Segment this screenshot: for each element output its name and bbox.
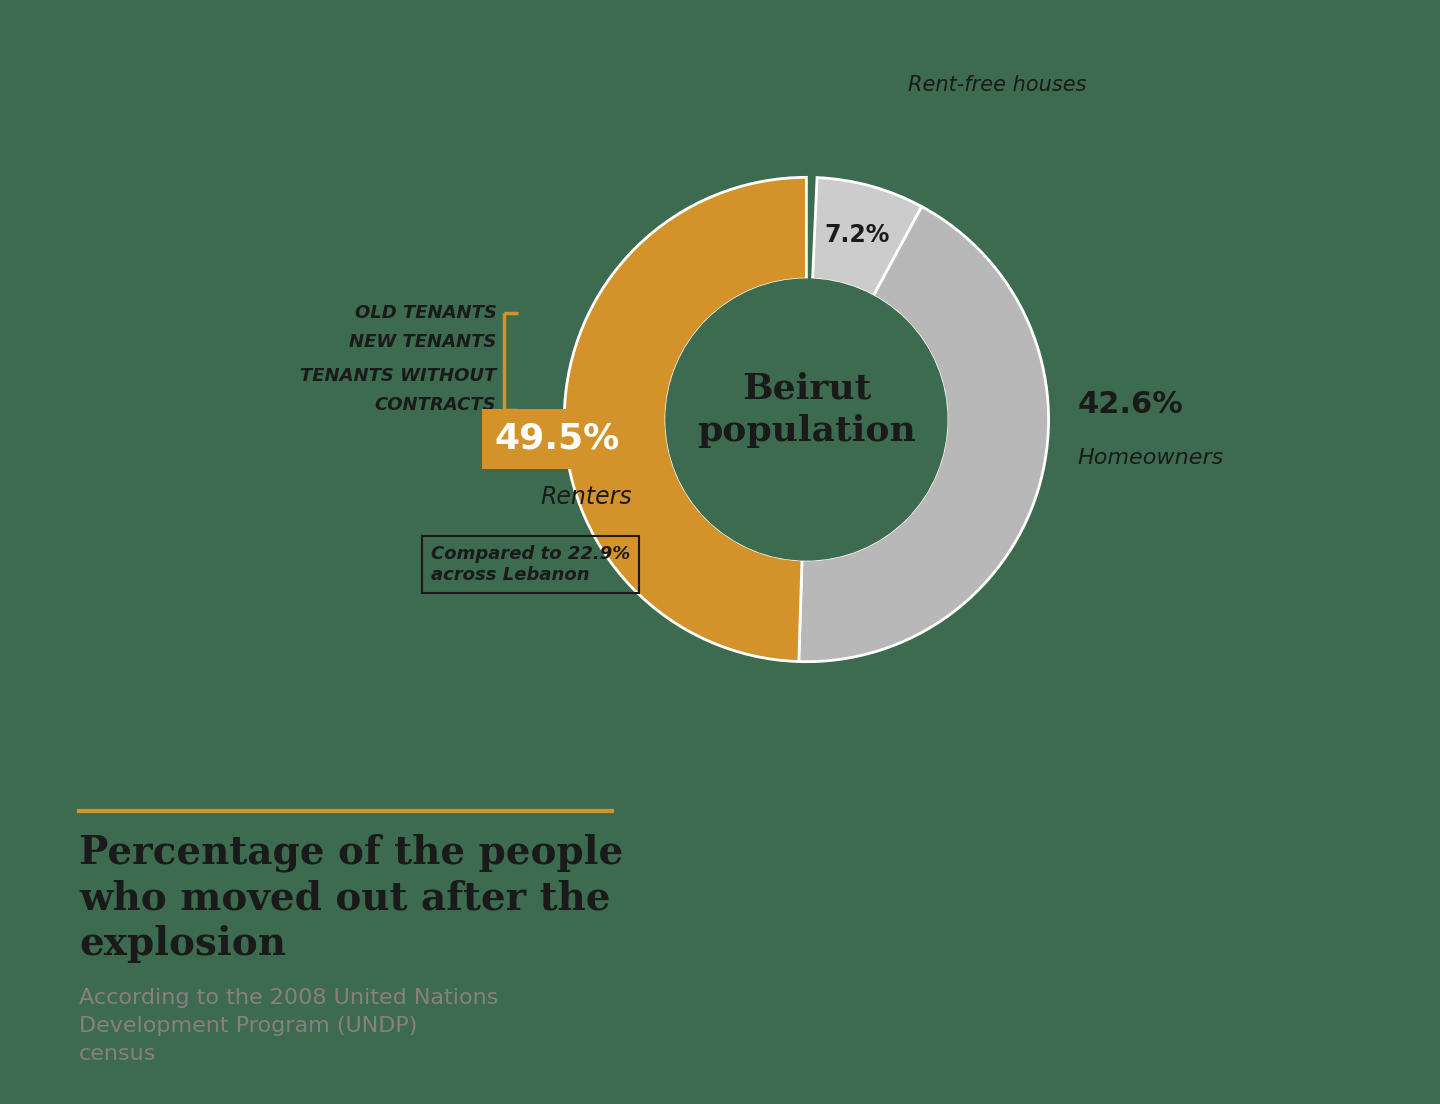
- Text: 49.5%: 49.5%: [494, 422, 619, 456]
- Text: Renters: Renters: [540, 485, 632, 509]
- Text: According to the 2008 United Nations
Development Program (UNDP)
census: According to the 2008 United Nations Dev…: [79, 988, 498, 1064]
- Text: Homeowners: Homeowners: [1077, 448, 1224, 468]
- Circle shape: [665, 279, 948, 560]
- Text: Compared to 22.9%
across Lebanon: Compared to 22.9% across Lebanon: [431, 545, 631, 584]
- Text: OLD TENANTS: OLD TENANTS: [354, 304, 497, 322]
- Text: Rent-free houses: Rent-free houses: [909, 75, 1087, 95]
- Wedge shape: [799, 206, 1048, 661]
- Text: TENANTS WITHOUT: TENANTS WITHOUT: [300, 367, 497, 385]
- Wedge shape: [806, 178, 816, 279]
- Text: Beirut
population: Beirut population: [697, 372, 916, 448]
- Text: Percentage of the people
who moved out after the
explosion: Percentage of the people who moved out a…: [79, 834, 624, 963]
- Wedge shape: [812, 178, 922, 296]
- Text: CONTRACTS: CONTRACTS: [374, 396, 497, 414]
- Wedge shape: [564, 178, 806, 661]
- Text: 7.2%: 7.2%: [825, 223, 890, 247]
- Text: NEW TENANTS: NEW TENANTS: [348, 333, 497, 351]
- Text: 42.6%: 42.6%: [1077, 391, 1184, 420]
